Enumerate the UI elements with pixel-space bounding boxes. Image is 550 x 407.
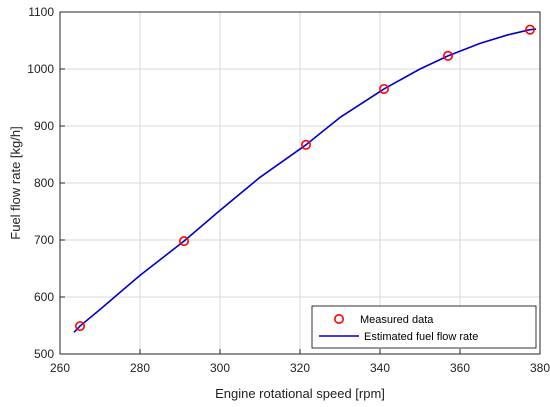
series-lines (73, 28, 537, 333)
y-tick-label: 600 (34, 290, 54, 304)
x-tick-label: 340 (370, 361, 390, 375)
x-tick-label: 280 (130, 361, 150, 375)
legend-marker-measured (333, 313, 344, 324)
y-tick-label: 500 (34, 347, 54, 361)
x-tick-label: 260 (50, 361, 70, 375)
series-points (75, 24, 535, 332)
legend-box (311, 305, 537, 349)
legend: Measured data Estimated fuel flow rate (311, 305, 537, 349)
y-tick-label: 900 (34, 119, 54, 133)
y-tick-label: 1000 (27, 62, 54, 76)
data-point-measured (75, 321, 86, 332)
legend-label-estimated: Estimated fuel flow rate (364, 331, 478, 343)
x-tick-label: 360 (450, 361, 470, 375)
series-line-estimated (73, 28, 537, 333)
x-tick-label: 380 (530, 361, 550, 375)
x-tick-label: 300 (210, 361, 230, 375)
data-point-measured (179, 236, 190, 247)
x-tick-label: 320 (290, 361, 310, 375)
data-point-measured (300, 139, 311, 150)
y-tick-label: 800 (34, 176, 54, 190)
y-ticks: 500 600 700 800 900 1000 1100 (27, 5, 65, 361)
y-tick-label: 700 (34, 233, 54, 247)
legend-label-measured: Measured data (360, 314, 434, 326)
data-point-measured (442, 50, 453, 61)
data-point-measured (524, 24, 535, 35)
x-axis-label: Engine rotational speed [rpm] (215, 386, 385, 401)
x-ticks: 260 280 300 320 340 360 380 (50, 349, 550, 375)
y-tick-label: 1100 (28, 5, 54, 19)
data-point-measured (378, 83, 389, 94)
y-axis-label: Fuel flow rate [kg/h] (8, 126, 23, 239)
